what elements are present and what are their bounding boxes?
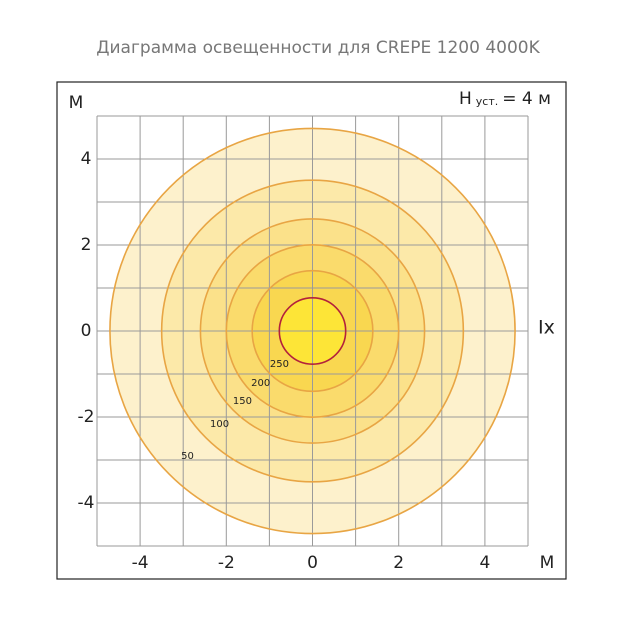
x-tick-label: 0 <box>307 553 318 573</box>
isolux-line <box>160 179 465 483</box>
y-tick-label: -4 <box>78 493 95 513</box>
x-tick-label: -2 <box>218 553 235 573</box>
direction-label: Ix <box>538 317 555 339</box>
y-tick-label: 2 <box>81 235 92 255</box>
isolux-line <box>278 297 347 365</box>
isolux-line <box>199 218 426 444</box>
isolux-line <box>251 269 374 393</box>
y-axis-label: М <box>69 93 84 113</box>
level-label: 150 <box>233 396 252 407</box>
level-label: 200 <box>251 378 270 389</box>
y-tick-label: 0 <box>81 321 92 341</box>
height-sub: уст. <box>476 95 498 108</box>
x-tick-label: -4 <box>132 553 149 573</box>
frame <box>56 81 567 580</box>
isolux-line <box>225 244 400 418</box>
y-tick-label: -2 <box>78 407 95 427</box>
isolux-line <box>109 127 516 535</box>
x-tick-label: 4 <box>479 553 490 573</box>
height-rest: = 4 м <box>502 89 551 109</box>
x-tick-label: 2 <box>393 553 404 573</box>
level-label: 100 <box>210 419 229 430</box>
level-label: 50 <box>181 451 194 462</box>
y-tick-label: 4 <box>81 149 92 169</box>
height-main: H <box>459 89 472 109</box>
level-label: 250 <box>270 359 289 370</box>
chart-title: Диаграмма освещенности для CREPE 1200 40… <box>96 38 540 58</box>
x-axis-label: М <box>540 553 555 573</box>
